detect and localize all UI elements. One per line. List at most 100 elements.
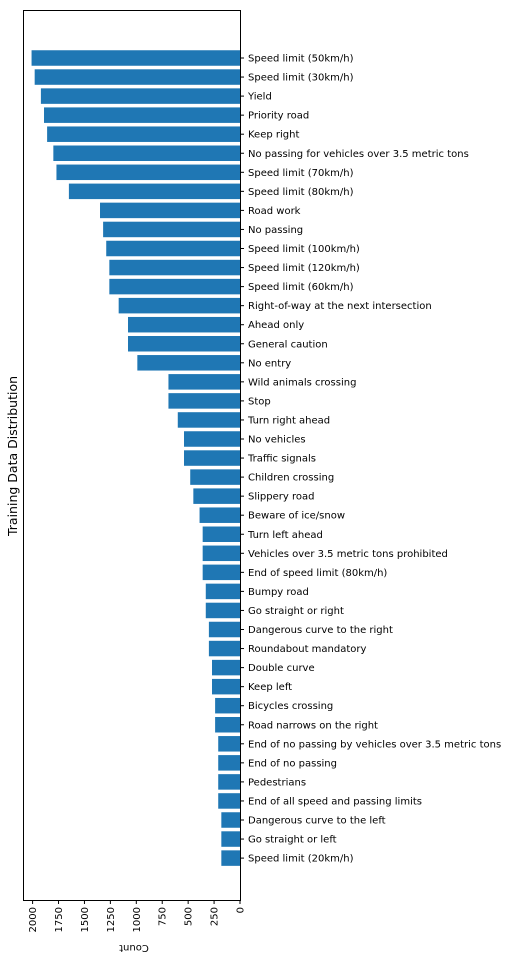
category-ticks: Speed limit (50km/h) Speed limit (30km/h)… [240, 54, 501, 865]
category-label: Speed limit (80km/h) [248, 187, 354, 198]
bar [208, 640, 240, 657]
bar [109, 278, 240, 295]
category-label: Wild animals crossing [248, 377, 356, 388]
category-label: Right-of-way at the next intersection [248, 301, 432, 312]
category-label: No entry [248, 358, 291, 369]
category-label: Keep left [248, 682, 292, 693]
category-label: End of no passing [248, 758, 337, 769]
category-label: Slippery road [248, 492, 314, 503]
category-label: Speed limit (30km/h) [248, 73, 354, 84]
category-label: Pedestrians [248, 777, 306, 788]
bar [218, 793, 240, 809]
bar [118, 297, 240, 314]
bar [100, 202, 240, 219]
bar [168, 374, 240, 390]
bar [103, 221, 240, 238]
category-label: Bicycles crossing [248, 701, 333, 712]
category-label: Roundabout mandatory [248, 644, 367, 655]
category-label: Speed limit (120km/h) [248, 263, 360, 274]
category-label: Bumpy road [248, 587, 309, 598]
category-label: Speed limit (50km/h) [248, 54, 354, 65]
bar [34, 69, 241, 85]
count-tick-label: 0 [236, 907, 247, 913]
category-label: Dangerous curve to the left [248, 816, 386, 827]
bar [205, 583, 240, 600]
category-label: No passing [248, 225, 303, 236]
bar [40, 88, 241, 104]
bar [212, 678, 240, 695]
bar [212, 659, 240, 676]
bar [202, 526, 240, 542]
bar [208, 621, 240, 638]
category-label: Speed limit (60km/h) [248, 282, 354, 293]
category-label: No vehicles [248, 435, 306, 446]
category-label: Speed limit (70km/h) [248, 168, 354, 179]
category-label: End of all speed and passing limits [248, 796, 422, 807]
bar [68, 183, 241, 200]
category-label: Speed limit (20km/h) [248, 854, 354, 865]
plot-frame [23, 10, 241, 901]
category-label: End of speed limit (80km/h) [248, 568, 387, 579]
y-axis-title: Training Data Distribution [5, 376, 20, 537]
category-label: Turn left ahead [247, 530, 323, 541]
bar [177, 412, 240, 428]
bar [190, 469, 240, 485]
bar [215, 717, 240, 733]
bar [215, 697, 240, 714]
count-tick-label: 1500 [80, 907, 91, 932]
category-label: Turn right ahead [247, 415, 330, 426]
bars-group [31, 50, 241, 866]
bar [184, 450, 240, 466]
category-label: Go straight or right [248, 606, 344, 617]
count-tick-label: 1750 [54, 907, 65, 932]
category-label: Priority road [248, 111, 309, 122]
category-label: Speed limit (100km/h) [248, 244, 360, 255]
bar [53, 145, 241, 161]
bar [128, 336, 240, 352]
bar [193, 488, 240, 504]
category-label: Children crossing [248, 473, 334, 484]
bar [218, 755, 240, 771]
category-label: General caution [248, 339, 328, 350]
bar [199, 507, 240, 523]
bar [47, 126, 241, 142]
category-label: Ahead only [248, 320, 304, 331]
bar [109, 259, 240, 276]
bar [44, 107, 240, 123]
bar [106, 240, 241, 257]
count-tick-label: 2000 [28, 907, 39, 932]
count-ticks: 0 250 500 750 1000 1250 1500 1750 2000 [28, 900, 247, 932]
bar [31, 50, 240, 66]
bar [128, 316, 240, 333]
category-label: Double curve [248, 663, 315, 674]
category-label: Yield [247, 92, 272, 103]
bar [221, 850, 240, 866]
bar [202, 545, 240, 562]
bar [218, 774, 240, 790]
category-label: Go straight or left [248, 835, 337, 846]
category-label: Road narrows on the right [248, 720, 378, 731]
x-axis-title: Count [119, 942, 149, 953]
category-label: Dangerous curve to the right [248, 625, 393, 636]
bar [168, 393, 240, 409]
bar [218, 736, 240, 752]
count-tick-label: 500 [184, 907, 195, 926]
count-tick-label: 250 [210, 907, 221, 926]
category-label: Beware of ice/snow [248, 511, 345, 522]
bar [56, 164, 240, 181]
category-label: Stop [248, 396, 271, 407]
category-label: Traffic signals [247, 454, 316, 465]
bar [221, 831, 240, 847]
category-label: End of no passing by vehicles over 3.5 m… [248, 739, 501, 750]
category-label: Keep right [248, 130, 299, 141]
count-tick-label: 1000 [132, 907, 143, 932]
bar [137, 355, 240, 371]
bar [202, 564, 240, 581]
bar [221, 812, 240, 828]
category-label: No passing for vehicles over 3.5 metric … [248, 149, 469, 160]
count-tick-label: 1250 [106, 907, 117, 932]
bar [205, 602, 240, 619]
count-tick-label: 750 [158, 907, 169, 926]
category-label: Road work [248, 206, 301, 217]
